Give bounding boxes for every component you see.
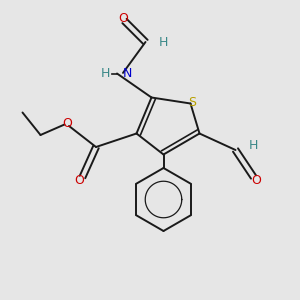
Text: H: H [101, 67, 110, 80]
Text: N: N [122, 67, 132, 80]
Text: O: O [63, 116, 72, 130]
Text: H: H [159, 35, 168, 49]
Text: H: H [249, 139, 258, 152]
Text: O: O [74, 174, 84, 187]
Text: O: O [118, 12, 128, 25]
Text: S: S [188, 95, 196, 109]
Text: O: O [252, 173, 261, 187]
